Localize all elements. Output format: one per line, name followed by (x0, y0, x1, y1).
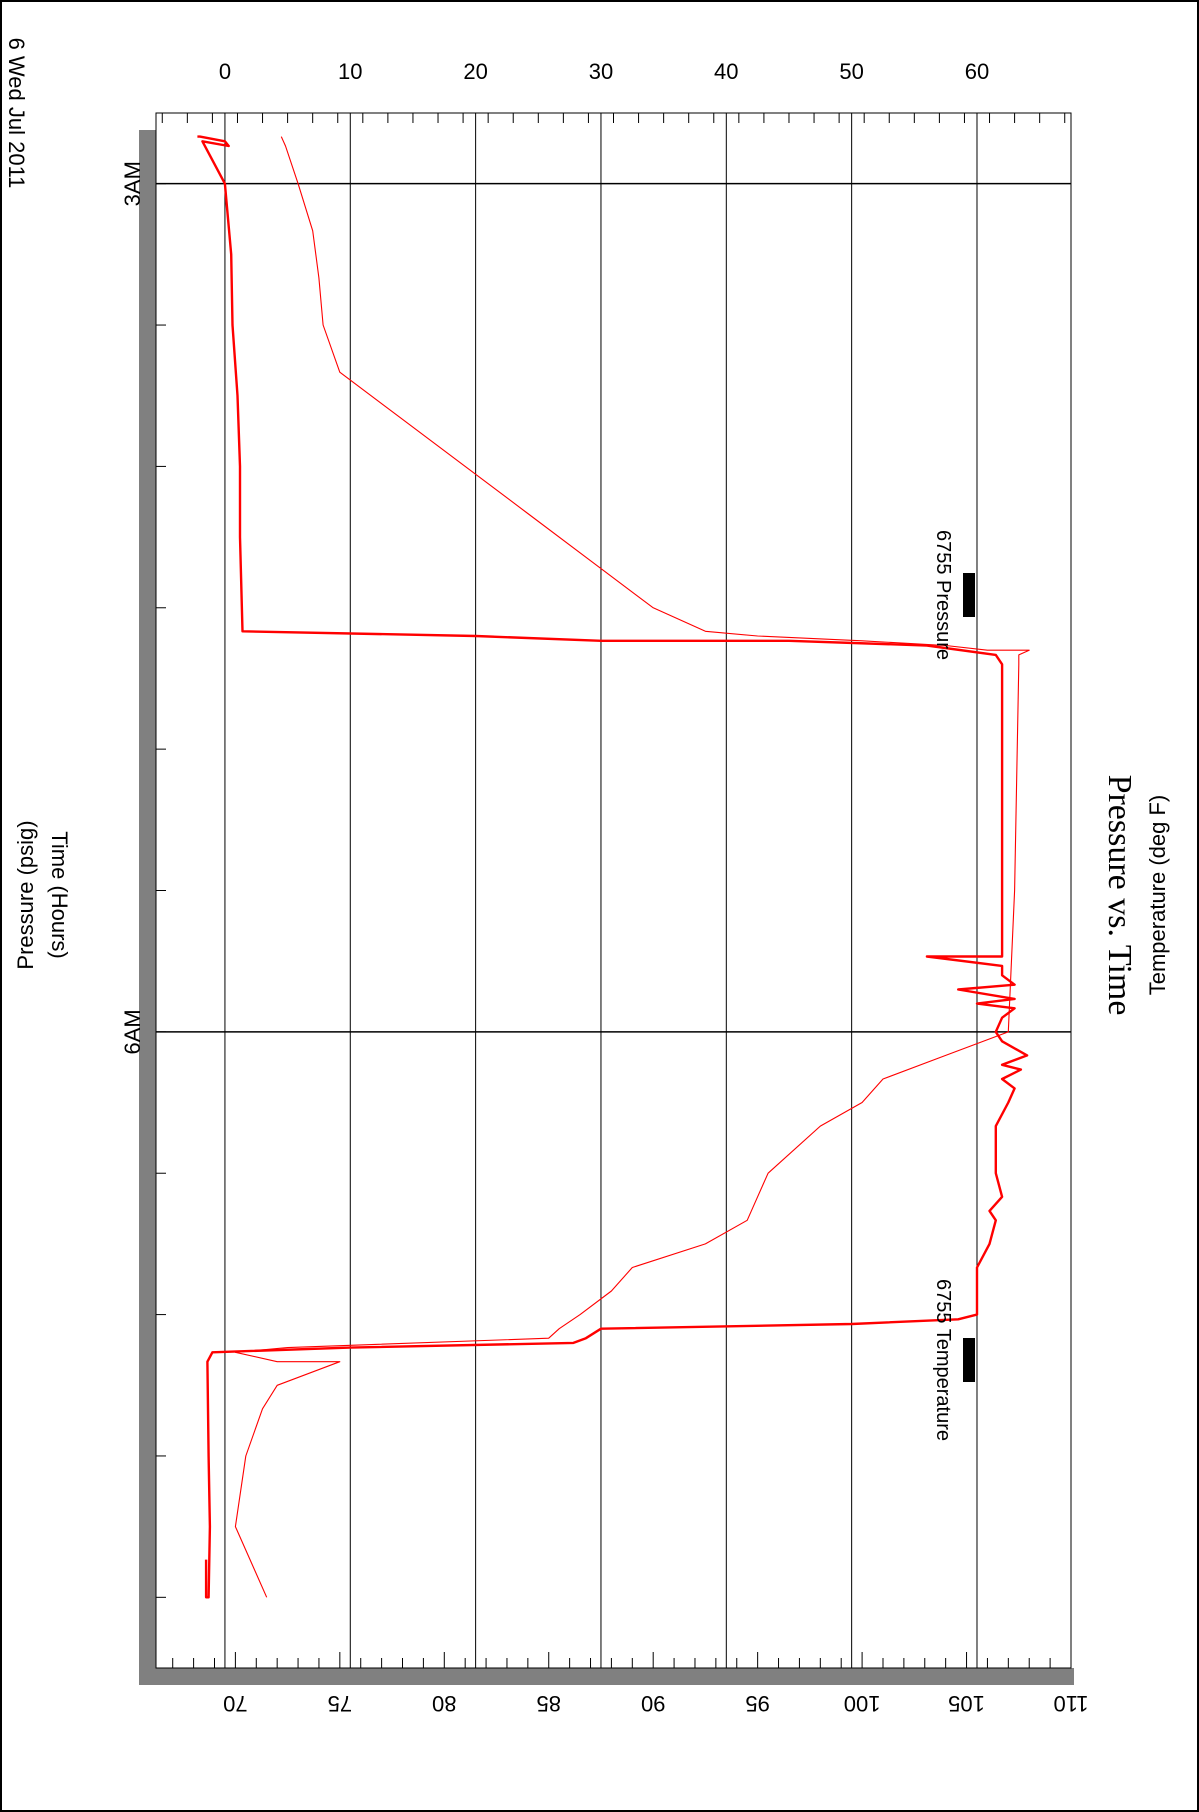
temperature-tick-label: 70 (223, 1691, 247, 1716)
series-layer (197, 135, 1030, 1599)
pressure-tick-label: 20 (463, 59, 487, 84)
temperature-tick-label: 90 (641, 1691, 665, 1716)
temperature-tick-label: 95 (745, 1691, 769, 1716)
tick-labels: 0 10 20 30 40 50 60 70 75 80 85 90 95 100 105 110 3AM 6AM (120, 59, 1089, 1716)
temperature-legend-label: 6755 Temperature (932, 1279, 954, 1441)
pressure-axis-label: Pressure (psig) (13, 820, 38, 969)
legend: 6755 Pressure 6755 Temperature (932, 530, 975, 1441)
time-axis-label: Time (Hours) (47, 831, 72, 959)
pressure-tick-label: 40 (714, 59, 738, 84)
pressure-tick-label: 30 (589, 59, 613, 84)
pressure-series-line (197, 135, 1029, 1599)
chart-title: Pressure vs. Time (1101, 775, 1138, 1016)
time-tick-label: 3AM (120, 161, 145, 206)
pressure-tick-label: 50 (839, 59, 863, 84)
date-label: 6 Wed Jul 2011 (4, 38, 29, 189)
time-tick-label: 6AM (120, 1009, 145, 1054)
grid-lines (156, 113, 1071, 1668)
pressure-tick-label: 60 (965, 59, 989, 84)
temperature-tick-label: 105 (948, 1691, 985, 1716)
pressure-tick-label: 0 (219, 59, 231, 84)
temperature-tick-label: 85 (536, 1691, 560, 1716)
plot-shadow-side (139, 1668, 1074, 1685)
temperature-axis-label: Temperature (deg F) (1145, 795, 1170, 996)
temperature-tick-label: 110 (1053, 1691, 1088, 1716)
temperature-tick-label: 80 (432, 1691, 456, 1716)
temperature-tick-label: 75 (328, 1691, 352, 1716)
axis-ticks (156, 113, 1072, 1668)
temperature-series-line (234, 136, 1030, 1598)
pressure-legend-label: 6755 Pressure (932, 530, 954, 660)
plot-shadow (139, 130, 156, 1685)
pressure-tick-label: 10 (338, 59, 362, 84)
temperature-tick-label: 100 (844, 1691, 881, 1716)
